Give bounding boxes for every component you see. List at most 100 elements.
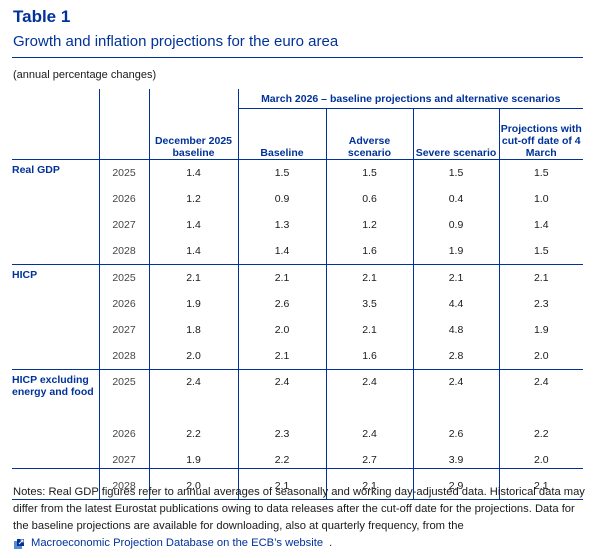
value-cell: 2.1 [237, 264, 326, 291]
value-cell: 1.5 [498, 238, 584, 265]
notes: Notes: Real GDP figures refer to annual … [13, 484, 593, 556]
table-row: Real GDP 2025 1.4 1.5 1.5 1.5 1.5 [12, 159, 584, 186]
projections-table: March 2026 – baseline projections and al… [12, 89, 584, 500]
value-cell: 2.0 [498, 447, 584, 473]
value-cell: 1.4 [148, 159, 238, 186]
table-subtitle: Growth and inflation projections for the… [13, 33, 339, 50]
year-cell: 2026 [98, 186, 149, 212]
value-cell: 0.9 [237, 186, 326, 212]
value-cell: 1.2 [325, 212, 413, 238]
value-cell: 2.0 [498, 343, 584, 370]
year-cell: 2025 [98, 264, 149, 291]
column-header-label [12, 109, 99, 160]
value-cell: 2.2 [498, 421, 584, 447]
column-header-year [98, 108, 149, 160]
table-row: 2028 2.0 2.1 2.1 2.9 2.1 [12, 473, 584, 500]
year-cell: 2025 [98, 159, 149, 186]
table-row: 2027 1.8 2.0 2.1 4.8 1.9 [12, 317, 584, 343]
year-cell: 2027 [98, 447, 149, 473]
value-cell: 2.4 [148, 369, 238, 421]
value-cell: 2.4 [237, 369, 326, 421]
table-row: 2027 1.4 1.3 1.2 0.9 1.4 [12, 212, 584, 238]
value-cell: 2.1 [148, 264, 238, 291]
value-cell: 2.0 [148, 343, 238, 370]
table-row: 2027 1.9 2.2 2.7 3.9 2.0 [12, 447, 584, 473]
value-cell: 2.2 [148, 421, 238, 447]
value-cell: 1.9 [148, 291, 238, 317]
column-header-severe: Severe scenario [412, 108, 499, 160]
header-spacer-december [148, 89, 238, 109]
value-cell: 1.5 [498, 159, 584, 186]
database-link-label[interactable]: Macroeconomic Projection Database on the… [31, 537, 324, 549]
column-header-december-baseline: December 2025 baseline [148, 108, 238, 160]
value-cell: 1.5 [237, 159, 326, 186]
value-cell: 2.6 [237, 291, 326, 317]
value-cell: 0.6 [325, 186, 413, 212]
group-header-march-2026: March 2026 – baseline projections and al… [237, 89, 584, 109]
year-cell: 2025 [98, 369, 149, 421]
value-cell: 1.4 [237, 238, 326, 265]
year-cell: 2027 [98, 317, 149, 343]
value-cell: 1.2 [148, 186, 238, 212]
value-cell: 1.5 [412, 159, 499, 186]
external-link-icon [14, 538, 24, 549]
value-cell: 2.1 [498, 473, 584, 500]
value-cell: 1.9 [148, 447, 238, 473]
row-group-label [12, 343, 99, 370]
value-cell: 2.8 [412, 343, 499, 370]
year-cell: 2028 [98, 238, 149, 265]
value-cell: 2.1 [325, 317, 413, 343]
column-header-adverse: Adverse scenario [325, 108, 413, 160]
table-row: 2028 1.4 1.4 1.6 1.9 1.5 [12, 238, 584, 265]
header-divider [12, 57, 583, 58]
notes-divider [12, 468, 583, 469]
value-cell: 2.9 [412, 473, 499, 500]
value-cell: 4.4 [412, 291, 499, 317]
year-cell: 2028 [98, 343, 149, 370]
value-cell: 2.1 [325, 264, 413, 291]
value-cell: 2.3 [237, 421, 326, 447]
value-cell: 3.9 [412, 447, 499, 473]
column-header-cutoff: Projections with cut-off date of 4 March [498, 108, 584, 160]
row-group-label: Real GDP [12, 164, 60, 176]
header-spacer-label [12, 89, 99, 109]
value-cell: 0.9 [412, 212, 499, 238]
value-cell: 2.4 [325, 369, 413, 421]
value-cell: 1.9 [498, 317, 584, 343]
row-group-label [12, 421, 99, 447]
row-group-label [12, 473, 99, 500]
value-cell: 1.0 [498, 186, 584, 212]
value-cell: 2.1 [237, 473, 326, 500]
value-cell: 1.5 [325, 159, 413, 186]
value-cell: 2.0 [237, 317, 326, 343]
table-row: HICP 2025 2.1 2.1 2.1 2.1 2.1 [12, 264, 584, 291]
table-row: HICP excluding energy and food 2025 2.4 2.4… [12, 369, 584, 421]
table-title: Table 1 [13, 7, 71, 26]
value-cell: 1.6 [325, 238, 413, 265]
row-group-label [12, 238, 99, 265]
unit-note: (annual percentage changes) [13, 69, 157, 81]
value-cell: 1.3 [237, 212, 326, 238]
year-cell: 2026 [98, 421, 149, 447]
database-link[interactable]: Macroeconomic Projection Database on the… [13, 535, 332, 552]
row-group-label [12, 291, 99, 317]
row-group-label: HICP [12, 269, 38, 281]
value-cell: 2.1 [498, 264, 584, 291]
database-link-suffix: . [329, 537, 333, 549]
year-cell: 2026 [98, 291, 149, 317]
value-cell: 2.2 [237, 447, 326, 473]
value-cell: 0.4 [412, 186, 499, 212]
row-group-label: HICP excluding energy and food [12, 374, 94, 398]
value-cell: 2.4 [498, 369, 584, 421]
table-row: 2028 2.0 2.1 1.6 2.8 2.0 [12, 343, 584, 370]
value-cell: 2.7 [325, 447, 413, 473]
row-group-label [12, 186, 99, 212]
value-cell: 2.4 [412, 369, 499, 421]
value-cell: 1.4 [148, 212, 238, 238]
row-group-label [12, 447, 99, 473]
value-cell: 2.1 [325, 473, 413, 500]
header-spacer-year [98, 89, 149, 109]
year-cell: 2027 [98, 212, 149, 238]
column-header-baseline: Baseline [237, 108, 326, 160]
value-cell: 1.9 [412, 238, 499, 265]
